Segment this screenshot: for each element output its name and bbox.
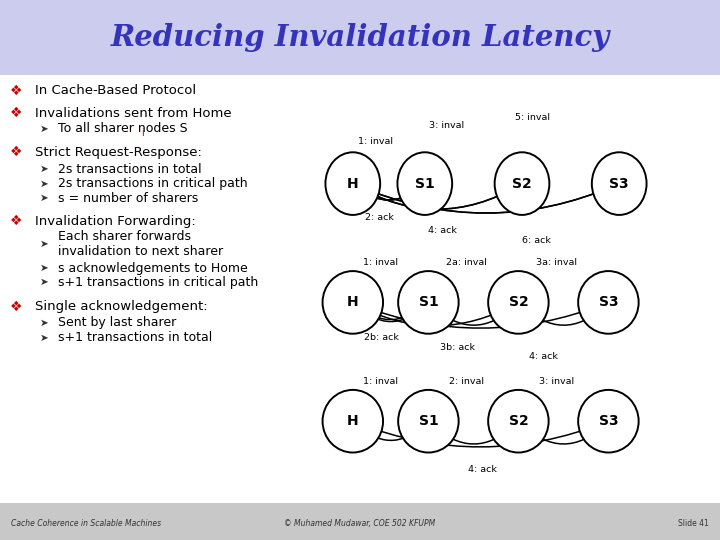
- Text: Slide 41: Slide 41: [678, 519, 709, 528]
- Text: 3a: inval: 3a: inval: [536, 259, 577, 267]
- Text: s = number of sharers: s = number of sharers: [58, 192, 198, 205]
- Text: s+1 transactions in total: s+1 transactions in total: [58, 331, 212, 344]
- Ellipse shape: [397, 152, 452, 215]
- Text: ❖: ❖: [10, 300, 23, 314]
- Text: S2: S2: [508, 295, 528, 309]
- Text: s+1 transactions in critical path: s+1 transactions in critical path: [58, 276, 258, 289]
- Text: S3: S3: [609, 177, 629, 191]
- Text: S1: S1: [418, 295, 438, 309]
- Text: In Cache-Based Protocol: In Cache-Based Protocol: [35, 84, 196, 97]
- Text: Sent by last sharer: Sent by last sharer: [58, 316, 176, 329]
- Text: Cache Coherence in Scalable Machines: Cache Coherence in Scalable Machines: [11, 519, 161, 528]
- Text: ➤: ➤: [40, 318, 49, 328]
- Ellipse shape: [398, 390, 459, 453]
- Text: 2s transactions in critical path: 2s transactions in critical path: [58, 177, 247, 190]
- Bar: [0, 0, 720, 75]
- Text: S2: S2: [512, 177, 532, 191]
- Text: S3: S3: [598, 295, 618, 309]
- Ellipse shape: [325, 152, 380, 215]
- Text: S2: S2: [508, 414, 528, 428]
- Text: i: i: [141, 128, 144, 138]
- Text: 4: ack: 4: ack: [428, 226, 457, 235]
- Text: ➤: ➤: [40, 239, 49, 249]
- Text: ❖: ❖: [10, 214, 23, 228]
- Ellipse shape: [578, 390, 639, 453]
- Text: 1: inval: 1: inval: [363, 259, 397, 267]
- Text: 3: inval: 3: inval: [429, 121, 464, 130]
- Text: ❖: ❖: [10, 106, 23, 120]
- Text: S1: S1: [415, 177, 435, 191]
- Text: 2b: ack: 2b: ack: [364, 333, 399, 342]
- Text: 2s transactions in total: 2s transactions in total: [58, 163, 201, 176]
- Text: 2: inval: 2: inval: [449, 377, 484, 386]
- Ellipse shape: [323, 271, 383, 334]
- Text: 3: inval: 3: inval: [539, 377, 574, 386]
- Text: 3b: ack: 3b: ack: [440, 343, 474, 352]
- Ellipse shape: [495, 152, 549, 215]
- Text: ➤: ➤: [40, 179, 49, 188]
- Ellipse shape: [398, 271, 459, 334]
- Text: ➤: ➤: [40, 193, 49, 203]
- Text: H: H: [347, 414, 359, 428]
- Text: ❖: ❖: [10, 145, 23, 159]
- Ellipse shape: [488, 390, 549, 453]
- Ellipse shape: [323, 390, 383, 453]
- Text: S1: S1: [418, 414, 438, 428]
- Text: H: H: [347, 295, 359, 309]
- Text: S3: S3: [598, 414, 618, 428]
- Text: 2a: inval: 2a: inval: [446, 259, 487, 267]
- Text: 1: inval: 1: inval: [359, 137, 393, 146]
- Text: Each sharer forwards
invalidation to next sharer: Each sharer forwards invalidation to nex…: [58, 230, 222, 258]
- Text: s acknowledgements to Home: s acknowledgements to Home: [58, 262, 248, 275]
- Text: Reducing Invalidation Latency: Reducing Invalidation Latency: [110, 23, 610, 52]
- Text: 4: ack: 4: ack: [529, 352, 558, 361]
- Text: ➤: ➤: [40, 164, 49, 174]
- Text: ❖: ❖: [10, 84, 23, 98]
- Ellipse shape: [578, 271, 639, 334]
- Text: H: H: [347, 177, 359, 191]
- Ellipse shape: [488, 271, 549, 334]
- Text: 4: ack: 4: ack: [468, 465, 497, 474]
- Text: 5: inval: 5: inval: [516, 113, 550, 122]
- Text: 2: ack: 2: ack: [365, 213, 394, 222]
- Text: 1: inval: 1: inval: [363, 377, 397, 386]
- Text: ➤: ➤: [40, 264, 49, 273]
- Text: ➤: ➤: [40, 124, 49, 133]
- Text: To all sharer nodes S: To all sharer nodes S: [58, 122, 187, 135]
- Text: ➤: ➤: [40, 278, 49, 287]
- Text: © Muhamed Mudawar, COE 502 KFUPM: © Muhamed Mudawar, COE 502 KFUPM: [284, 519, 436, 528]
- Ellipse shape: [592, 152, 647, 215]
- Bar: [0, 503, 720, 540]
- Text: ➤: ➤: [40, 333, 49, 342]
- Text: Invalidations sent from Home: Invalidations sent from Home: [35, 107, 231, 120]
- Text: 6: ack: 6: ack: [522, 236, 551, 245]
- Text: Strict Request-Response:: Strict Request-Response:: [35, 146, 202, 159]
- Text: Single acknowledgement:: Single acknowledgement:: [35, 300, 207, 313]
- Text: Invalidation Forwarding:: Invalidation Forwarding:: [35, 215, 195, 228]
